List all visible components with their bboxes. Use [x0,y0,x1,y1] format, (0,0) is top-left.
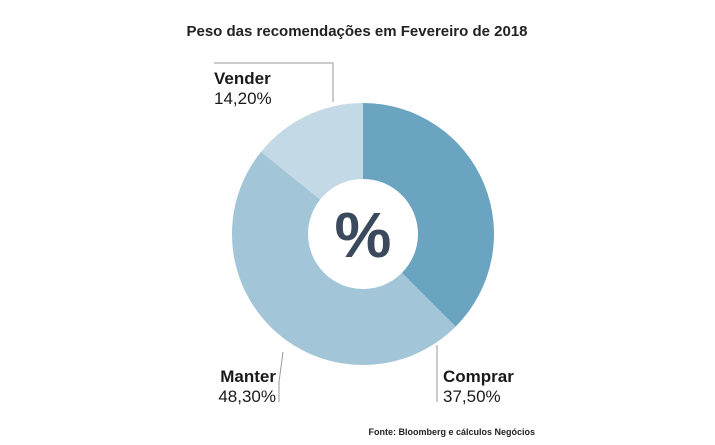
center-percent-symbol: % [335,199,392,271]
value-manter: 48,30% [218,387,276,406]
chart-title: Peso das recomendações em Fevereiro de 2… [186,23,527,40]
donut-hole [308,179,418,289]
value-comprar: 37,50% [443,387,501,406]
label-comprar: Comprar [443,367,514,386]
source-note: Fonte: Bloomberg e cálculos Negócios [368,427,535,437]
leader-line-manter [278,351,284,402]
leader-line-vender [214,62,334,102]
label-manter: Manter [220,367,276,386]
slice-comprar [363,103,494,327]
value-vender: 14,20% [214,89,272,108]
label-vender: Vender [214,69,271,88]
